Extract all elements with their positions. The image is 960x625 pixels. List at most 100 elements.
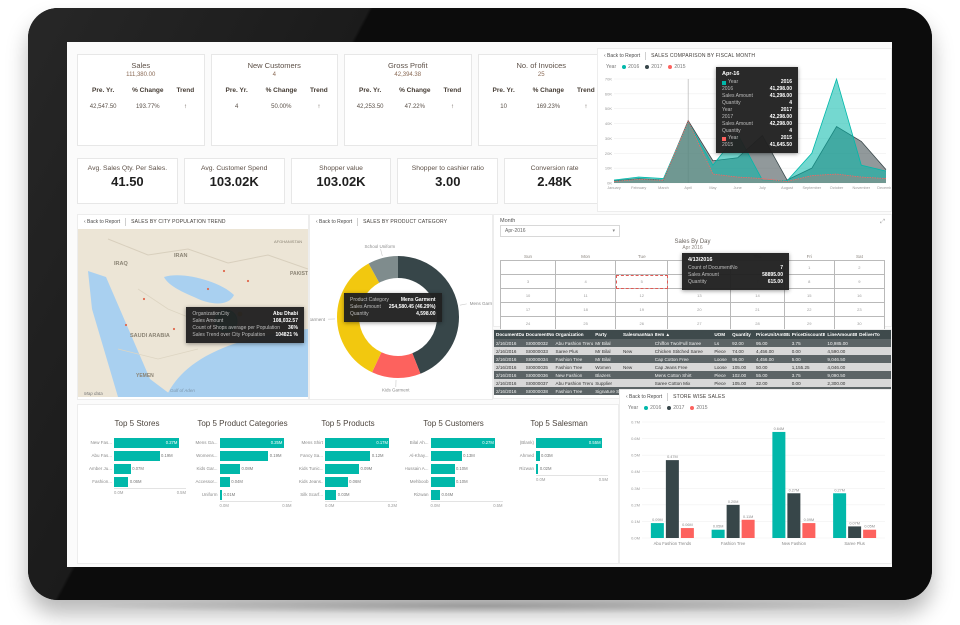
store-bar-2016[interactable] (833, 493, 847, 538)
store-bar-2015[interactable] (802, 523, 816, 538)
calendar-day-cell[interactable]: 29 (783, 316, 835, 331)
area-series-2015[interactable] (614, 121, 886, 183)
top5-bar[interactable] (325, 450, 371, 461)
store-sales-chart[interactable]: 0.0M 0.1M 0.2M 0.3M 0.4M 0.5M 0.6M 0.7M 0.09M 0.4… (620, 412, 891, 558)
legend-item[interactable]: 2017 (667, 405, 684, 411)
calendar-day-cell[interactable]: 1 (783, 260, 835, 275)
top5-bar[interactable] (536, 450, 540, 461)
table-column-header[interactable]: SalesmanName (621, 330, 653, 339)
top5-bar[interactable] (219, 463, 241, 474)
store-bar-2016[interactable] (711, 529, 725, 538)
top5-bar-row[interactable]: Ahmed 0.03M (510, 449, 608, 462)
back-to-report-link[interactable]: ‹ Back to Report (316, 219, 353, 225)
kpi-strip-card[interactable]: Shopper value 103.02K (290, 158, 392, 204)
top5-bar[interactable] (114, 437, 179, 448)
calendar-day-cell[interactable] (615, 260, 669, 275)
top5-bar[interactable] (430, 450, 462, 461)
calendar-day-cell[interactable]: 13 (667, 288, 732, 303)
table-row[interactable]: 2/16/2016 SI0000033 Saree Plus Mr Bilal New C… (494, 347, 891, 355)
calendar-day-cell[interactable]: 11 (555, 288, 617, 303)
top5-bar[interactable] (114, 463, 131, 474)
back-to-report-link[interactable]: ‹ Back to Report (604, 53, 641, 59)
legend-item[interactable]: 2015 (690, 405, 707, 411)
calendar-day-cell[interactable]: 10 (499, 288, 557, 303)
calendar-day-cell[interactable]: 19 (615, 302, 669, 317)
top5-bar-row[interactable]: Fashion... 0.06M (88, 475, 186, 488)
back-to-report-link[interactable]: ‹ Back to Report (626, 394, 663, 400)
top5-bar-row[interactable]: Silk Scarf... 0.03M (299, 488, 397, 501)
top5-bar-row[interactable]: Womens... 0.19M (194, 449, 292, 462)
kpi-card[interactable]: Sales 111,380.00 Pre. Yr. % Change Trend 42,5… (77, 54, 205, 146)
kpi-card[interactable]: No. of Invoices 25 Pre. Yr. % Change Trend 10… (477, 54, 605, 146)
kpi-strip-card[interactable]: Shopper to cashier ratio 3.00 (397, 158, 499, 204)
table-column-header[interactable]: DeliverTo (857, 330, 891, 339)
table-column-header[interactable]: Party (593, 330, 621, 339)
top5-bar-row[interactable]: Accessor... 0.04M (194, 475, 292, 488)
top5-bar[interactable] (114, 450, 160, 461)
calendar-day-cell[interactable]: 15 (783, 288, 835, 303)
calendar-day-cell[interactable]: 14 (730, 288, 785, 303)
top5-bar-row[interactable]: Rizwan 0.02M (510, 462, 608, 475)
store-bar-2015[interactable] (680, 528, 694, 538)
month-slicer-dropdown[interactable]: Apr-2016 ▾ (500, 225, 620, 237)
top5-bar-row[interactable]: Uniform 0.01M (194, 488, 292, 501)
legend-item[interactable]: 2016 (622, 64, 639, 70)
store-bar-2015[interactable] (863, 529, 877, 538)
top5-bar-row[interactable]: Hussain A... 0.10M (405, 462, 503, 475)
focus-mode-icon[interactable]: ⤢ (880, 219, 885, 225)
top5-bar-row[interactable]: New Fas... 0.27M (88, 436, 186, 449)
top5-bar-row[interactable]: Bilal Ah... 0.27M (405, 436, 503, 449)
area-series-2016[interactable] (614, 79, 886, 183)
top5-bar[interactable] (219, 450, 269, 461)
table-column-header[interactable]: DocumentDate (494, 330, 524, 339)
table-row[interactable]: 2/16/2016 SI0000034 Fashion Tree Mr Bilal Ca… (494, 355, 891, 363)
calendar-day-cell[interactable]: 20 (667, 302, 732, 317)
store-bar-2017[interactable] (787, 493, 801, 538)
top5-bar-row[interactable]: Al-Khay... 0.13M (405, 449, 503, 462)
table-column-header[interactable]: Organization (553, 330, 594, 339)
top5-bar[interactable] (219, 476, 230, 487)
calendar-day-cell[interactable]: 24 (499, 316, 557, 331)
store-bar-2017[interactable] (665, 460, 679, 538)
top5-bar-row[interactable]: Amber Ju... 0.07M (88, 462, 186, 475)
table-row[interactable]: 2/16/2016 SI0000036 New Fashion Blazers Mens… (494, 371, 891, 379)
legend-item[interactable]: 2017 (645, 64, 662, 70)
top5-bar-row[interactable]: Kids Gar... 0.08M (194, 462, 292, 475)
calendar-day-cell[interactable]: 9 (833, 274, 886, 289)
store-bar-2016[interactable] (650, 523, 664, 538)
calendar-day-cell[interactable]: 4 (555, 274, 617, 289)
top5-bar-row[interactable]: Fancy Sa... 0.12M (299, 449, 397, 462)
kpi-strip-card[interactable]: Avg. Sales Qty. Per Sales. 41.50 (77, 158, 178, 204)
table-column-header[interactable]: UOM (712, 330, 731, 339)
store-bar-2017[interactable] (726, 504, 740, 538)
table-row[interactable]: 2/16/2016 SI0000035 Fashion Tree Women New Ca… (494, 363, 891, 371)
calendar-day-cell[interactable]: 3 (499, 274, 557, 289)
top5-bar[interactable] (219, 437, 284, 448)
top5-bar[interactable] (536, 463, 539, 474)
top5-bar[interactable] (430, 437, 496, 448)
top5-bar[interactable] (114, 476, 129, 487)
calendar-day-cell[interactable]: 30 (833, 316, 886, 331)
table-row[interactable]: 2/16/2016 SI0000032 Abu Fashion Trends Mr B… (494, 339, 891, 347)
calendar-day-cell[interactable]: 17 (499, 302, 557, 317)
top5-bar[interactable] (430, 476, 455, 487)
calendar-day-cell[interactable]: 21 (730, 302, 785, 317)
calendar-day-cell[interactable]: 12 (615, 288, 669, 303)
table-column-header[interactable]: Quantity (730, 330, 754, 339)
store-bar-2017[interactable] (848, 526, 862, 538)
top5-bar-row[interactable]: Mehboob 0.10M (405, 475, 503, 488)
calendar-day-cell[interactable]: 8 (783, 274, 835, 289)
top5-bar[interactable] (219, 489, 223, 500)
calendar-day-cell[interactable]: 16 (833, 288, 886, 303)
kpi-card[interactable]: Gross Profit 42,394.38 Pre. Yr. % Change Tre… (344, 54, 472, 146)
donut-slice-kids-garment[interactable] (337, 256, 459, 378)
top5-bar[interactable] (325, 476, 348, 487)
store-bar-2015[interactable] (741, 519, 755, 538)
legend-item[interactable]: 2016 (644, 405, 661, 411)
top5-bar[interactable] (536, 437, 602, 448)
calendar-day-cell[interactable]: 5 (615, 274, 669, 289)
kpi-strip-card[interactable]: Avg. Customer Spend 103.02K (183, 158, 285, 204)
calendar-day-cell[interactable]: 23 (833, 302, 886, 317)
top5-bar-row[interactable]: Rizwan 0.04M (405, 488, 503, 501)
kpi-strip-card[interactable]: Conversion rate 2.48K (504, 158, 605, 204)
